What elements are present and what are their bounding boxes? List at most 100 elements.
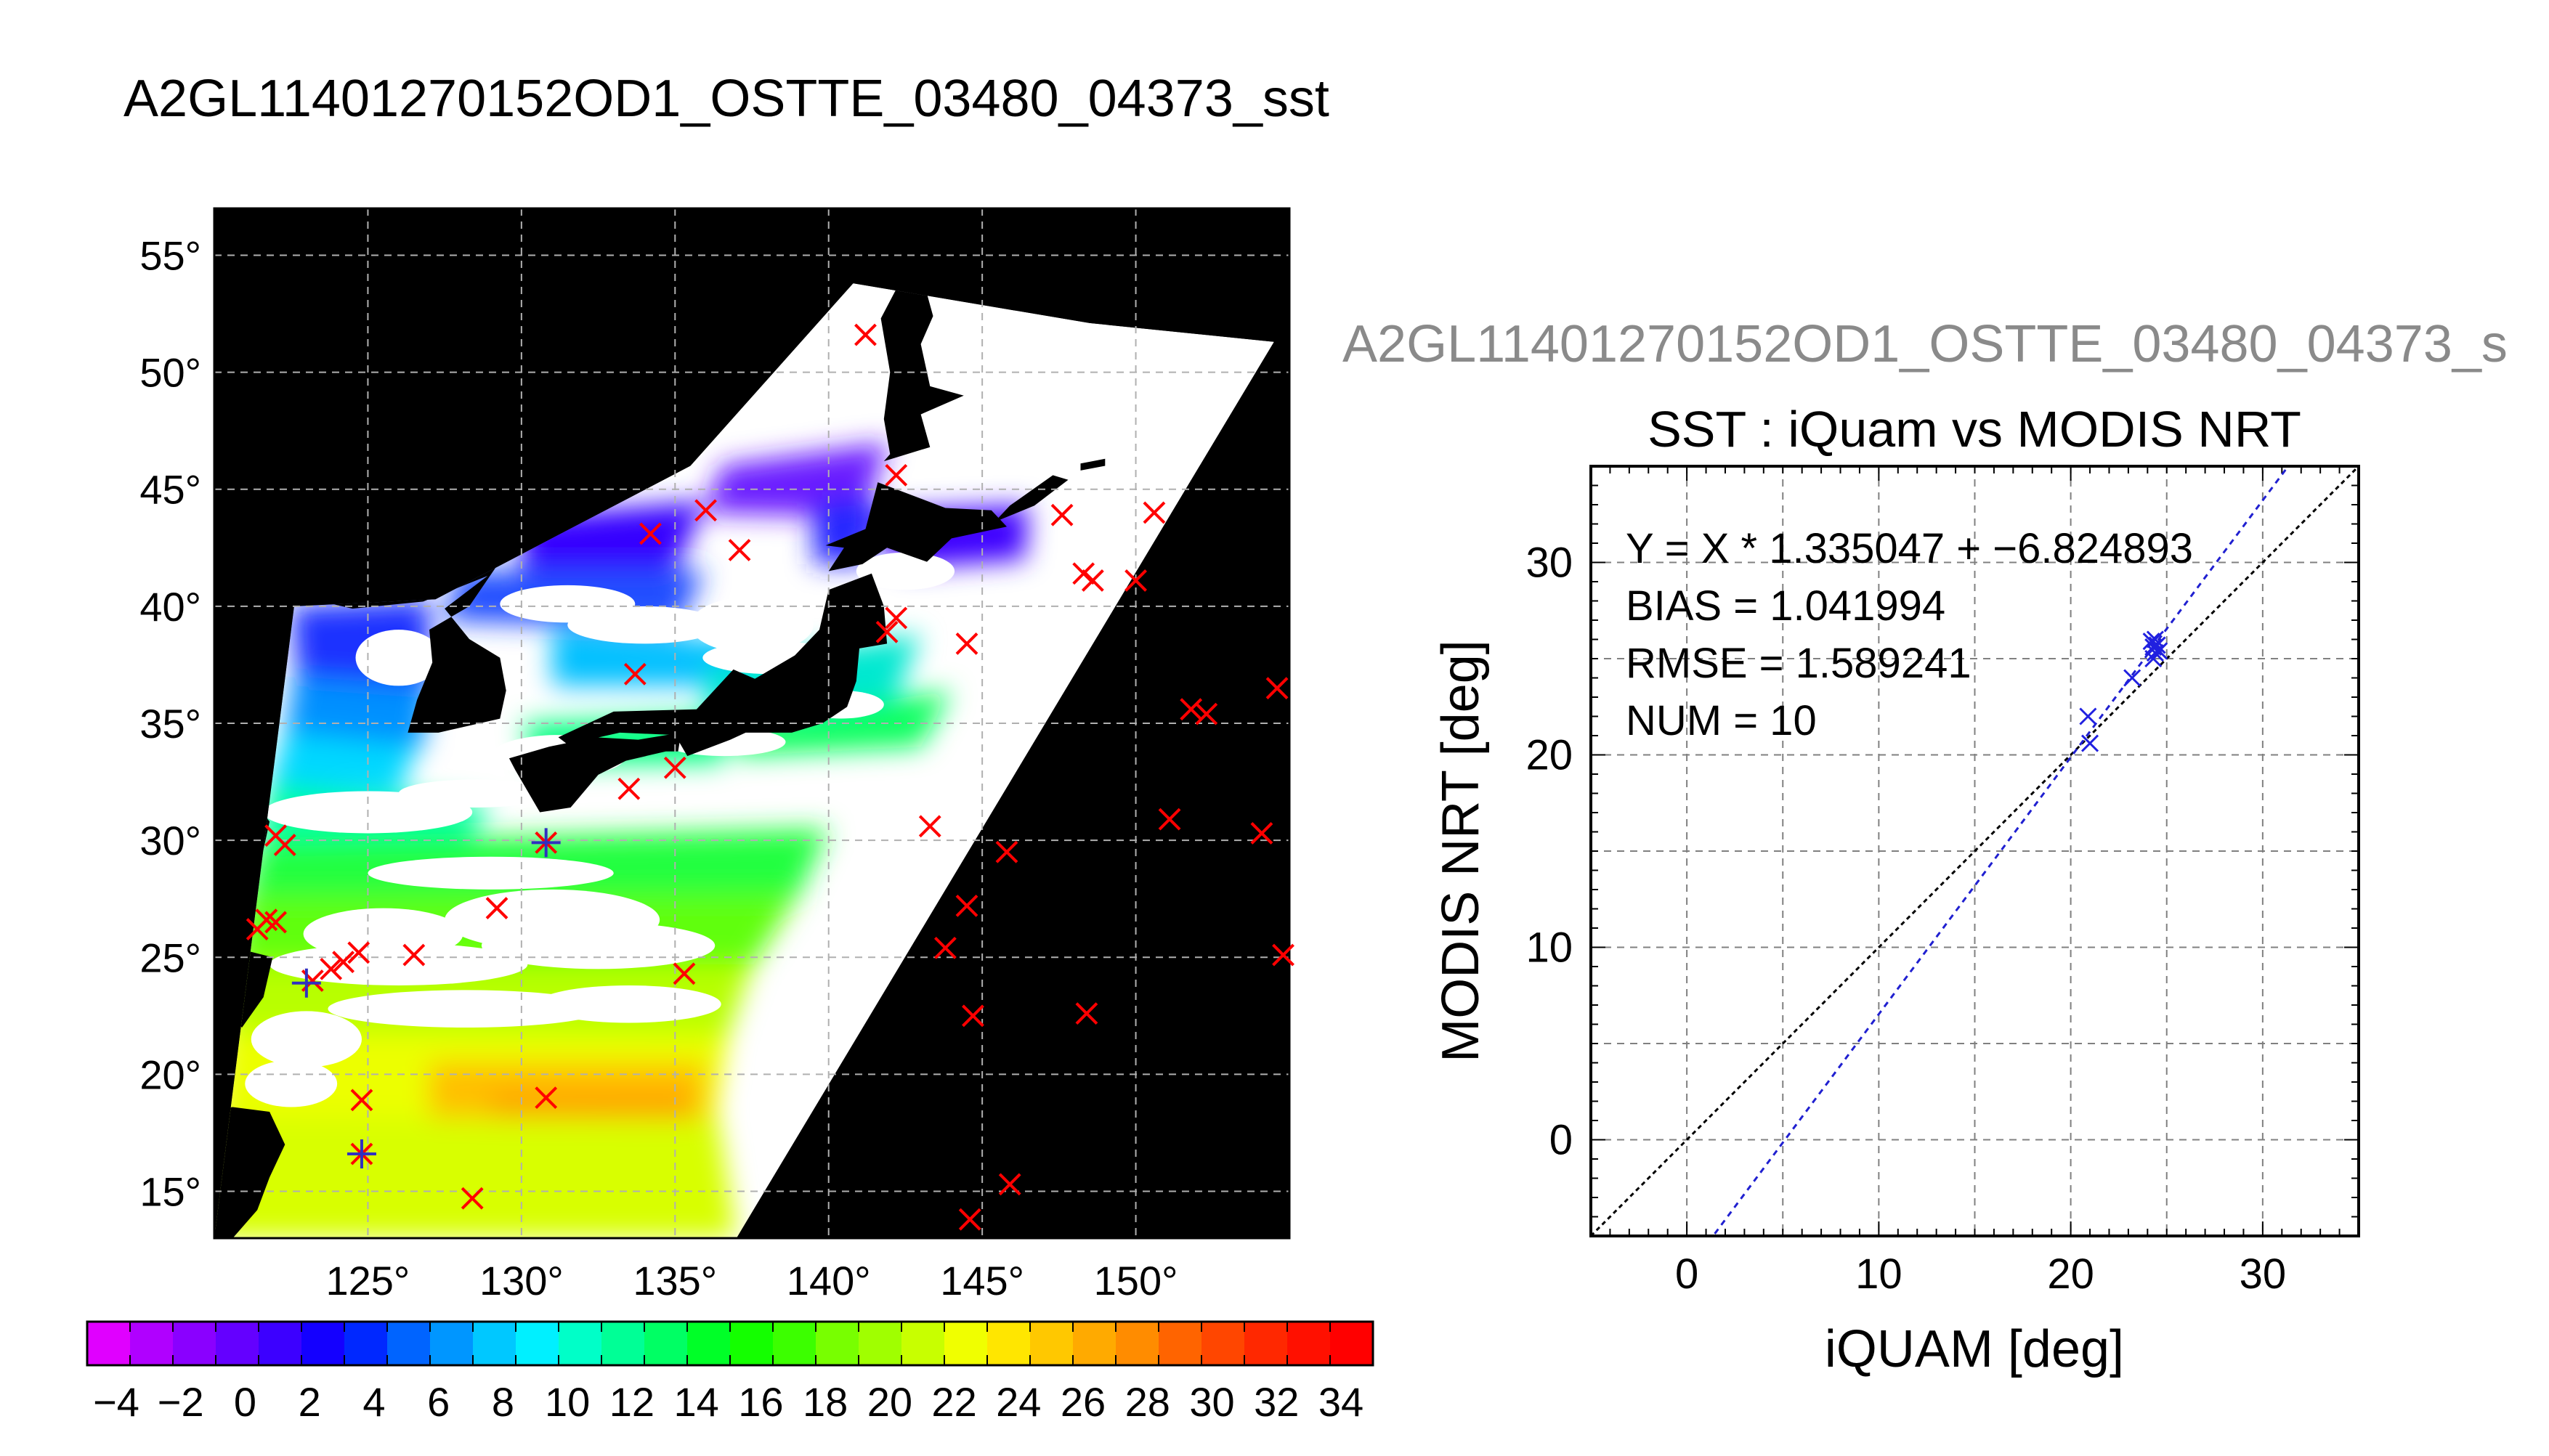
match-marker-red bbox=[933, 936, 957, 959]
colorbar-tick-label: 24 bbox=[996, 1379, 1041, 1425]
scatter-header: A2GL11401270152OD1_OSTTE_03480_04373_s bbox=[1342, 315, 2508, 373]
scatter-x-axis-label: iQUAM [deg] bbox=[1825, 1320, 2124, 1378]
match-marker-red bbox=[998, 1173, 1021, 1196]
cloud-blob bbox=[355, 630, 442, 686]
lon-tick-label: 150° bbox=[1094, 1258, 1178, 1304]
colorbar-cell bbox=[730, 1322, 774, 1365]
match-marker-blue bbox=[291, 968, 321, 998]
cloud-blob bbox=[368, 856, 614, 890]
colorbar-tick-label: 0 bbox=[234, 1379, 256, 1425]
colorbar-tick-label: 32 bbox=[1254, 1379, 1299, 1425]
scatter-point bbox=[2150, 642, 2168, 660]
land-area bbox=[214, 1107, 285, 1238]
match-marker-red bbox=[955, 894, 978, 917]
match-marker-red bbox=[1075, 1002, 1098, 1025]
colorbar-cell bbox=[559, 1322, 602, 1365]
lat-tick-label: 45° bbox=[139, 467, 201, 513]
lat-tick-label: 20° bbox=[139, 1052, 201, 1097]
colorbar-cell bbox=[859, 1322, 902, 1365]
cloud-blob bbox=[251, 1011, 362, 1067]
colorbar-cell bbox=[1073, 1322, 1117, 1365]
scatter-y-tick-label: 10 bbox=[1525, 924, 1573, 972]
scatter-point bbox=[2144, 649, 2163, 668]
cloud-blob bbox=[690, 596, 814, 654]
colorbar-cell bbox=[259, 1322, 302, 1365]
match-marker-red bbox=[350, 1089, 373, 1112]
colorbar-cell bbox=[1330, 1322, 1374, 1365]
colorbar-cell bbox=[473, 1322, 516, 1365]
scatter-annotation: Y = X * 1.335047 + −6.824893 bbox=[1626, 525, 2193, 572]
sst-patch bbox=[285, 676, 429, 747]
colorbar-tick-label: 12 bbox=[609, 1379, 655, 1425]
match-marker-red bbox=[535, 1086, 558, 1110]
match-marker-red bbox=[918, 815, 941, 838]
scatter-x-tick-labels: 0 10 20 30 bbox=[1675, 1250, 2286, 1298]
lon-tick-label: 140° bbox=[787, 1258, 871, 1304]
colorbar-tick-label: 4 bbox=[362, 1379, 385, 1425]
lon-tick-label: 130° bbox=[479, 1258, 564, 1304]
colorbar-cell bbox=[216, 1322, 259, 1365]
match-marker-red bbox=[885, 463, 908, 487]
land-area bbox=[825, 482, 1007, 572]
identity-line bbox=[1591, 466, 2359, 1236]
colorbar-cell bbox=[901, 1322, 945, 1365]
match-marker-red bbox=[1180, 698, 1203, 721]
match-marker-red bbox=[962, 1004, 984, 1028]
map-lon-tick-labels: 125° 130° 135° 140° 145° 150° bbox=[326, 1258, 1178, 1304]
sst-patch bbox=[270, 732, 418, 794]
scatter-title: SST : iQuam vs MODIS NRT bbox=[1648, 401, 2301, 457]
colorbar-tick-label: 26 bbox=[1061, 1379, 1106, 1425]
match-marker-red bbox=[1265, 677, 1289, 700]
scatter-y-tick-label: 20 bbox=[1525, 732, 1573, 779]
cloud-blob bbox=[537, 985, 721, 1023]
match-marker-blue bbox=[347, 1139, 376, 1168]
match-marker-red bbox=[1272, 943, 1294, 967]
match-marker-red bbox=[347, 941, 370, 964]
colorbar-cell bbox=[816, 1322, 859, 1365]
colorbar-cell bbox=[773, 1322, 816, 1365]
match-marker-red bbox=[485, 897, 508, 920]
lat-tick-label: 25° bbox=[139, 935, 201, 980]
lat-tick-label: 55° bbox=[139, 232, 201, 278]
scatter-x-tick-label: 30 bbox=[2240, 1250, 2287, 1298]
colorbar-cell bbox=[430, 1322, 474, 1365]
colorbar-cell bbox=[944, 1322, 988, 1365]
colorbar-tick-label: 22 bbox=[931, 1379, 976, 1425]
colorbar-cells bbox=[87, 1322, 1374, 1365]
lat-tick-label: 30° bbox=[139, 818, 201, 863]
scatter-y-tick-label: 30 bbox=[1525, 540, 1573, 587]
colorbar-cell bbox=[1116, 1322, 1159, 1365]
colorbar-tick-label: 10 bbox=[545, 1379, 590, 1425]
colorbar-cell bbox=[1030, 1322, 1074, 1365]
match-marker-red bbox=[1143, 501, 1166, 524]
match-marker-red bbox=[995, 840, 1018, 863]
match-marker-red bbox=[1050, 503, 1074, 526]
lat-tick-label: 50° bbox=[139, 350, 201, 396]
colorbar-cell bbox=[1287, 1322, 1331, 1365]
match-marker-red bbox=[854, 323, 877, 346]
colorbar-cell bbox=[987, 1322, 1031, 1365]
cloud-blob bbox=[245, 1060, 338, 1107]
colorbar-tick-label: 6 bbox=[427, 1379, 450, 1425]
cloud-blob bbox=[567, 606, 721, 644]
colorbar-tick-label: 30 bbox=[1189, 1379, 1234, 1425]
match-marker-red bbox=[461, 1187, 484, 1210]
land-area bbox=[558, 573, 888, 757]
colorbar-cell bbox=[516, 1322, 559, 1365]
scatter-stats-annotations: Y = X * 1.335047 + −6.824893 BIAS = 1.041… bbox=[1626, 525, 2193, 744]
colorbar-tick-label: 8 bbox=[492, 1379, 514, 1425]
match-marker-red bbox=[639, 522, 662, 545]
match-marker-red bbox=[1072, 562, 1095, 585]
match-marker-red bbox=[875, 620, 899, 643]
colorbar-tick-label: 34 bbox=[1318, 1379, 1363, 1425]
colorbar-cell bbox=[344, 1322, 388, 1365]
match-marker-red bbox=[332, 951, 355, 974]
colorbar-cell bbox=[1159, 1322, 1202, 1365]
scatter-point bbox=[2079, 707, 2097, 725]
cloud-blob bbox=[398, 779, 553, 808]
match-marker-red bbox=[1195, 702, 1218, 725]
lat-tick-label: 40° bbox=[139, 584, 201, 630]
cloud-blob bbox=[328, 990, 605, 1028]
